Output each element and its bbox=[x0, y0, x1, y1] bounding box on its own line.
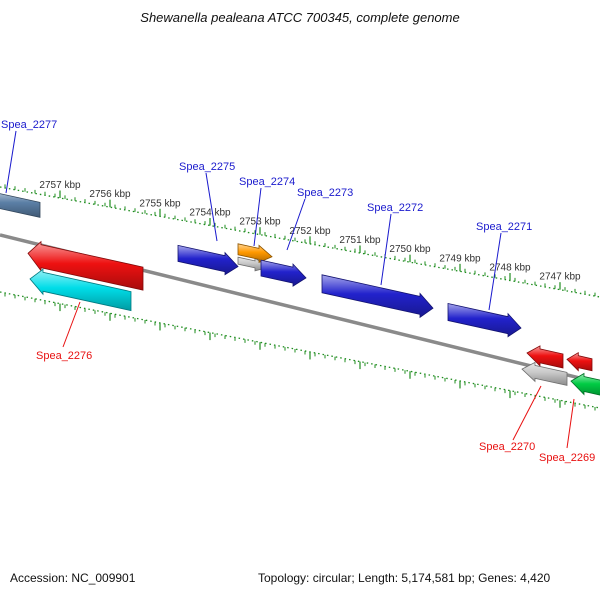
ruler-tick-label: 2751 kbp bbox=[339, 235, 381, 246]
gene-arrow-spea_2277[interactable] bbox=[0, 190, 41, 218]
ruler-tick-label: 2756 kbp bbox=[89, 189, 131, 200]
gene-arrow-spea_2275[interactable] bbox=[177, 244, 239, 276]
leader-line-spea_2275 bbox=[205, 172, 218, 242]
gene-arrow-unlabeled[interactable] bbox=[521, 361, 568, 386]
ruler-line bbox=[0, 291, 600, 409]
ruler-tick-label: 2755 kbp bbox=[139, 198, 181, 209]
ruler-tick-label: 2757 kbp bbox=[39, 180, 81, 191]
gene-arrow-spea_2269[interactable] bbox=[570, 372, 600, 397]
ruler-tick-label: 2748 kbp bbox=[489, 263, 531, 274]
leader-line-spea_2269 bbox=[566, 398, 575, 449]
genome-summary-text: Topology: circular; Length: 5,174,581 bp… bbox=[258, 571, 551, 585]
gene-label-spea_2275[interactable]: Spea_2275 bbox=[179, 161, 235, 173]
gene-arrow-spea_2273[interactable] bbox=[260, 259, 307, 287]
leader-line-spea_2276 bbox=[62, 301, 81, 348]
gene-arrow-spea_2271[interactable] bbox=[447, 303, 522, 338]
ruler-tick-label: 2754 kbp bbox=[189, 208, 231, 219]
gene-arrow-spea_2276[interactable] bbox=[27, 240, 144, 291]
gene-arrow-unlabeled[interactable] bbox=[29, 268, 132, 312]
ruler-tick-label: 2753 kbp bbox=[239, 217, 281, 228]
ruler-tick-label: 2750 kbp bbox=[389, 244, 431, 255]
ruler-tick-label: 2747 kbp bbox=[539, 272, 581, 283]
leader-line-spea_2272 bbox=[380, 213, 392, 286]
gene-label-spea_2271[interactable]: Spea_2271 bbox=[476, 221, 532, 233]
leader-line-spea_2270 bbox=[512, 385, 542, 441]
gene-label-spea_2269[interactable]: Spea_2269 bbox=[539, 452, 595, 464]
gene-label-spea_2277[interactable]: Spea_2277 bbox=[1, 119, 57, 131]
gene-arrow-spea_2274[interactable] bbox=[237, 243, 273, 264]
gene-arrow-unlabeled[interactable] bbox=[566, 352, 593, 372]
gene-arrow-spea_2272[interactable] bbox=[321, 274, 434, 319]
gene-label-spea_2270[interactable]: Spea_2270 bbox=[479, 441, 535, 453]
gene-label-spea_2273[interactable]: Spea_2273 bbox=[297, 187, 353, 199]
gene-label-spea_2276[interactable]: Spea_2276 bbox=[36, 350, 92, 362]
leader-line-spea_2277 bbox=[5, 130, 17, 194]
gene-arrow-spea_2270[interactable] bbox=[526, 345, 564, 369]
gene-label-spea_2274[interactable]: Spea_2274 bbox=[239, 176, 295, 188]
ruler-tick-label: 2749 kbp bbox=[439, 253, 481, 264]
ruler-tick-label: 2752 kbp bbox=[289, 226, 331, 237]
page-title: Shewanella pealeana ATCC 700345, complet… bbox=[140, 10, 460, 25]
leader-line-spea_2273 bbox=[286, 198, 306, 251]
leader-line-spea_2271 bbox=[488, 232, 502, 311]
accession-text: Accession: NC_009901 bbox=[10, 571, 136, 585]
leader-line-spea_2274 bbox=[253, 187, 262, 247]
gene-label-spea_2272[interactable]: Spea_2272 bbox=[367, 202, 423, 214]
